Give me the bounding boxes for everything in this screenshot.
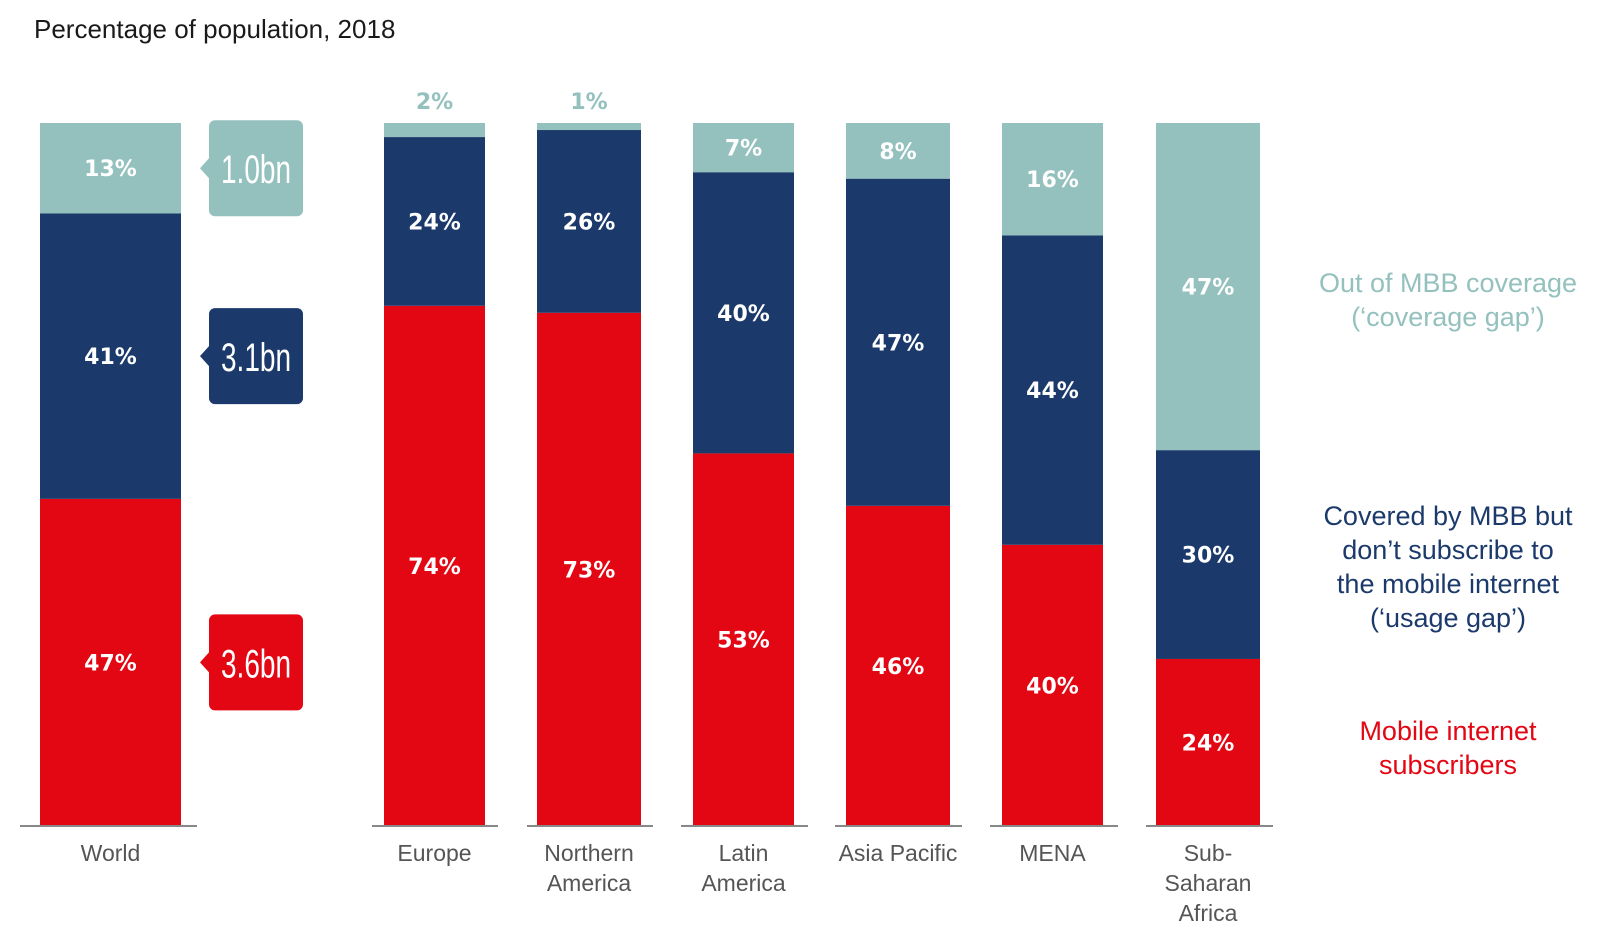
bar-segment-usage_gap — [384, 137, 485, 306]
bar-segment-subscribers — [846, 505, 950, 826]
data-label: 13% — [84, 157, 137, 182]
bar-segment-usage_gap — [693, 172, 794, 454]
category-label: Europe — [397, 840, 471, 866]
callout-value: 1.0bn — [221, 148, 291, 192]
bar-segment-subscribers — [1156, 658, 1260, 826]
data-label: 47% — [84, 651, 137, 676]
bar-segment-usage_gap — [40, 213, 181, 499]
data-label: 74% — [408, 555, 461, 580]
category-label: Saharan — [1165, 870, 1252, 896]
data-label: 2% — [416, 90, 453, 115]
legend: Out of MBB coverage (‘coverage gap’) Cover… — [1319, 268, 1577, 780]
callout-pointer — [200, 652, 209, 673]
category-labels-layer: World Europe Northern America Latin America As… — [81, 840, 1252, 926]
data-label: 41% — [84, 345, 137, 370]
world-callouts-layer: 1.0bn 3.1bn 3.6bn — [200, 120, 303, 711]
bar-segment-usage_gap — [537, 130, 641, 313]
data-label: 7% — [725, 137, 762, 162]
bar-segment-coverage_gap — [384, 123, 485, 138]
data-label: 40% — [717, 302, 770, 327]
callout-box — [209, 308, 303, 405]
bar-segment-usage_gap — [1156, 450, 1260, 659]
bar-segment-usage_gap — [1002, 235, 1103, 545]
bar-segment-coverage_gap — [40, 123, 181, 214]
legend-usage-gap: the mobile internet — [1337, 569, 1560, 599]
data-label: 40% — [1026, 674, 1079, 699]
legend-subscribers: Mobile internet — [1359, 716, 1537, 746]
data-label: 1% — [570, 90, 607, 115]
chart-title: Percentage of population, 2018 — [34, 14, 396, 44]
callout-value: 3.6bn — [221, 643, 291, 687]
callout-value: 3.1bn — [221, 336, 291, 380]
legend-coverage-gap: Out of MBB coverage — [1319, 268, 1577, 298]
data-label: 24% — [408, 210, 461, 235]
callout-pointer — [200, 158, 209, 179]
callout-pointer — [200, 346, 209, 367]
legend-usage-gap: Covered by MBB but — [1323, 501, 1573, 531]
bar-segment-coverage_gap — [693, 123, 794, 173]
category-label: Africa — [1179, 900, 1238, 926]
category-label: Asia Pacific — [839, 840, 958, 866]
category-label: Latin — [719, 840, 769, 866]
data-label: 30% — [1182, 544, 1235, 569]
bar-segment-coverage_gap — [537, 123, 641, 131]
category-label: World — [81, 840, 141, 866]
bar-segment-coverage_gap — [1156, 123, 1260, 451]
category-label: America — [547, 870, 632, 896]
legend-usage-gap: (‘usage gap’) — [1370, 603, 1526, 633]
category-label: Sub- — [1184, 840, 1233, 866]
bar-segment-subscribers — [693, 453, 794, 826]
callout-box — [209, 614, 303, 711]
data-label: 53% — [717, 629, 770, 654]
bar-segment-subscribers — [40, 498, 181, 826]
bar-segment-coverage_gap — [1002, 123, 1103, 236]
category-label: Northern — [544, 840, 633, 866]
data-label: 44% — [1026, 379, 1079, 404]
bar-segment-usage_gap — [846, 178, 950, 506]
data-label: 47% — [1182, 276, 1235, 301]
data-label: 24% — [1182, 731, 1235, 756]
bar-segment-subscribers — [537, 312, 641, 826]
category-label: MENA — [1019, 840, 1086, 866]
category-label: America — [701, 870, 786, 896]
data-label: 26% — [563, 210, 616, 235]
legend-usage-gap: don’t subscribe to — [1342, 535, 1554, 565]
legend-coverage-gap: (‘coverage gap’) — [1351, 302, 1545, 332]
bar-segment-coverage_gap — [846, 123, 950, 179]
data-label: 8% — [879, 140, 916, 165]
legend-subscribers: subscribers — [1379, 750, 1517, 780]
data-label: 16% — [1026, 168, 1079, 193]
data-label: 47% — [872, 331, 925, 356]
bar-segment-subscribers — [1002, 544, 1103, 826]
bars-layer: 47% 41% 13% 74% 24% 2% 73% 26% 1% 53% 40% 7% 46% 47% 8… — [40, 90, 1260, 826]
callout-box — [209, 120, 303, 217]
data-label: 46% — [872, 655, 925, 680]
bar-segment-subscribers — [384, 305, 485, 826]
data-label: 73% — [563, 558, 616, 583]
